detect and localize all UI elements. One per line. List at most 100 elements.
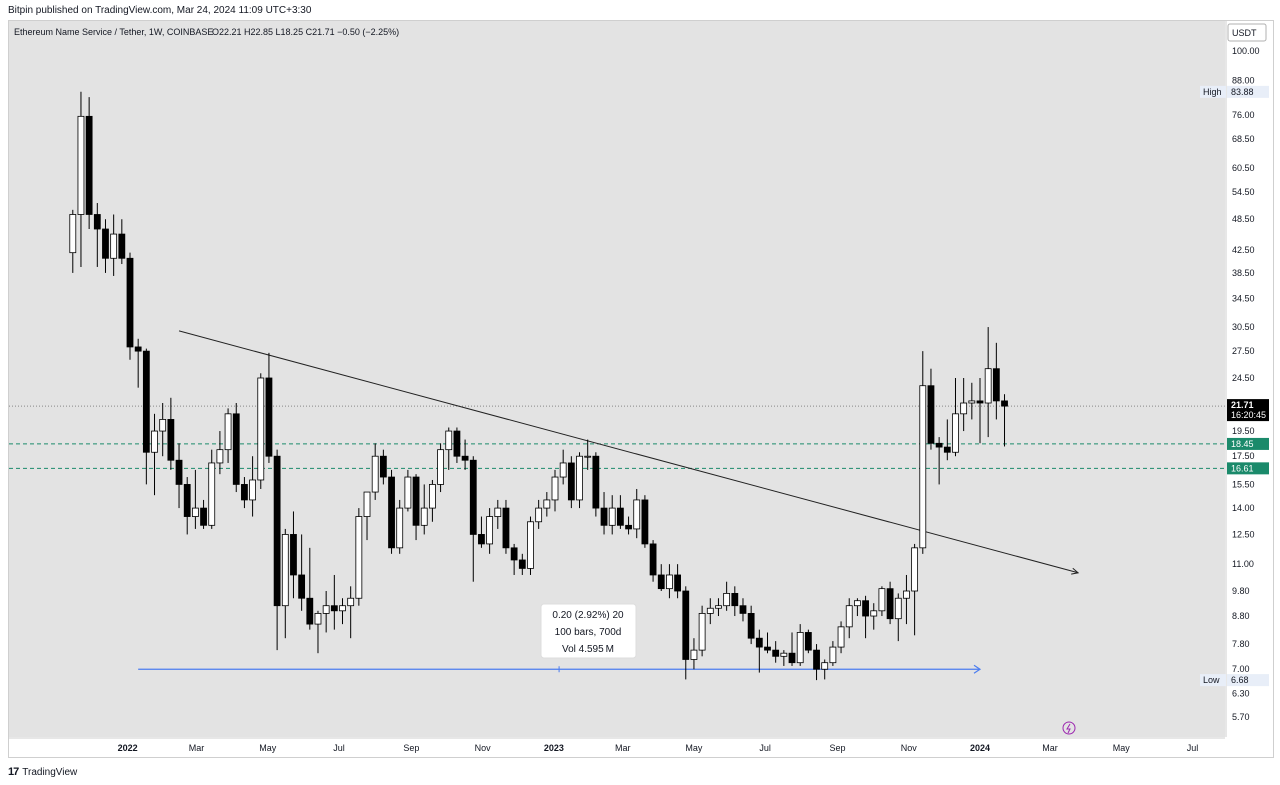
candle-body[interactable]: [804, 632, 812, 651]
candle-body[interactable]: [134, 346, 142, 352]
candle-body[interactable]: [445, 430, 453, 451]
candle-body[interactable]: [666, 574, 673, 590]
candle-body[interactable]: [355, 516, 363, 599]
candle-body[interactable]: [935, 442, 943, 448]
candle-body[interactable]: [167, 419, 175, 461]
candle-body[interactable]: [183, 484, 191, 517]
candle-body[interactable]: [191, 507, 199, 517]
measure-tooltip[interactable]: [540, 603, 637, 659]
candle-body[interactable]: [543, 499, 551, 509]
candle-body[interactable]: [943, 446, 951, 453]
candle-body[interactable]: [862, 600, 869, 617]
candle-body[interactable]: [715, 605, 722, 609]
currency-label[interactable]: USDT: [1232, 28, 1257, 38]
candle-body[interactable]: [911, 547, 919, 592]
candle-body[interactable]: [339, 605, 346, 612]
candle-body[interactable]: [551, 476, 559, 501]
candle-body[interactable]: [306, 597, 314, 625]
candle-body[interactable]: [755, 637, 763, 648]
candle-body[interactable]: [159, 419, 167, 432]
candle-body[interactable]: [600, 507, 608, 526]
candle-body[interactable]: [788, 652, 796, 664]
candle-body[interactable]: [698, 613, 706, 651]
candle-body[interactable]: [796, 632, 804, 664]
candle-body[interactable]: [273, 455, 281, 607]
candle-body[interactable]: [281, 534, 289, 607]
candle-body[interactable]: [903, 590, 910, 599]
candle-body[interactable]: [257, 377, 265, 481]
candle-body[interactable]: [363, 491, 371, 517]
candle-body[interactable]: [412, 476, 420, 526]
candle-body[interactable]: [142, 350, 150, 453]
candle-body[interactable]: [919, 385, 927, 549]
candle-body[interactable]: [641, 499, 649, 545]
candle-body[interactable]: [469, 459, 477, 535]
candle-body[interactable]: [682, 590, 690, 660]
candle-body[interactable]: [347, 597, 355, 607]
candle-body[interactable]: [584, 455, 592, 458]
candle-body[interactable]: [927, 385, 935, 444]
candle-body[interactable]: [265, 377, 273, 457]
candle-body[interactable]: [633, 499, 641, 530]
candle-body[interactable]: [461, 455, 469, 461]
candle-body[interactable]: [845, 605, 853, 628]
candle-body[interactable]: [290, 534, 297, 576]
candle-body[interactable]: [102, 228, 109, 259]
candle-body[interactable]: [739, 605, 747, 614]
candle-body[interactable]: [69, 214, 77, 254]
candle-body[interactable]: [314, 613, 322, 625]
candle-body[interactable]: [960, 402, 968, 415]
candle-body[interactable]: [379, 455, 387, 478]
candle-body[interactable]: [772, 649, 780, 657]
candle-body[interactable]: [723, 592, 731, 607]
candle-body[interactable]: [388, 476, 395, 549]
candle-body[interactable]: [200, 507, 207, 526]
candle-body[interactable]: [886, 588, 894, 620]
candle-body[interactable]: [298, 574, 306, 599]
candle-body[interactable]: [559, 462, 567, 478]
candle-body[interactable]: [592, 455, 600, 509]
candle-body[interactable]: [894, 597, 902, 620]
candle-body[interactable]: [175, 459, 183, 485]
candle-body[interactable]: [216, 449, 224, 464]
candle-body[interactable]: [952, 413, 959, 453]
candle-body[interactable]: [527, 521, 534, 569]
candle-body[interactable]: [878, 588, 886, 612]
candle-body[interactable]: [992, 368, 1000, 402]
candle-body[interactable]: [608, 507, 616, 526]
candle-body[interactable]: [576, 455, 583, 501]
footer-brand[interactable]: TradingView: [22, 766, 78, 778]
candle-body[interactable]: [747, 613, 755, 639]
candle-body[interactable]: [371, 455, 379, 493]
candle-body[interactable]: [764, 646, 771, 651]
candle-body[interactable]: [85, 115, 93, 215]
candle-body[interactable]: [976, 400, 984, 404]
candle-body[interactable]: [502, 507, 510, 549]
candle-body[interactable]: [567, 462, 575, 501]
candle-body[interactable]: [486, 516, 494, 545]
tv-logo-icon[interactable]: 17: [8, 766, 19, 778]
candle-body[interactable]: [118, 233, 126, 259]
candle-body[interactable]: [330, 605, 338, 612]
candle-body[interactable]: [829, 646, 837, 664]
candle-body[interactable]: [625, 524, 632, 530]
candle-body[interactable]: [535, 507, 543, 523]
candle-body[interactable]: [690, 649, 698, 660]
candle-body[interactable]: [813, 649, 820, 670]
candle-body[interactable]: [837, 626, 845, 648]
candle-body[interactable]: [404, 476, 412, 509]
candle-body[interactable]: [731, 592, 739, 607]
candle-body[interactable]: [208, 462, 216, 526]
candle-body[interactable]: [429, 484, 436, 509]
candle-body[interactable]: [232, 413, 240, 485]
candle-body[interactable]: [674, 574, 681, 592]
candle-body[interactable]: [494, 507, 502, 517]
candle-body[interactable]: [968, 400, 976, 404]
lightning-icon[interactable]: [1062, 721, 1076, 735]
candle-body[interactable]: [126, 257, 134, 348]
candle-body[interactable]: [453, 430, 461, 457]
candle-body[interactable]: [224, 413, 232, 451]
candle-body[interactable]: [420, 507, 428, 526]
candle-body[interactable]: [322, 605, 330, 614]
